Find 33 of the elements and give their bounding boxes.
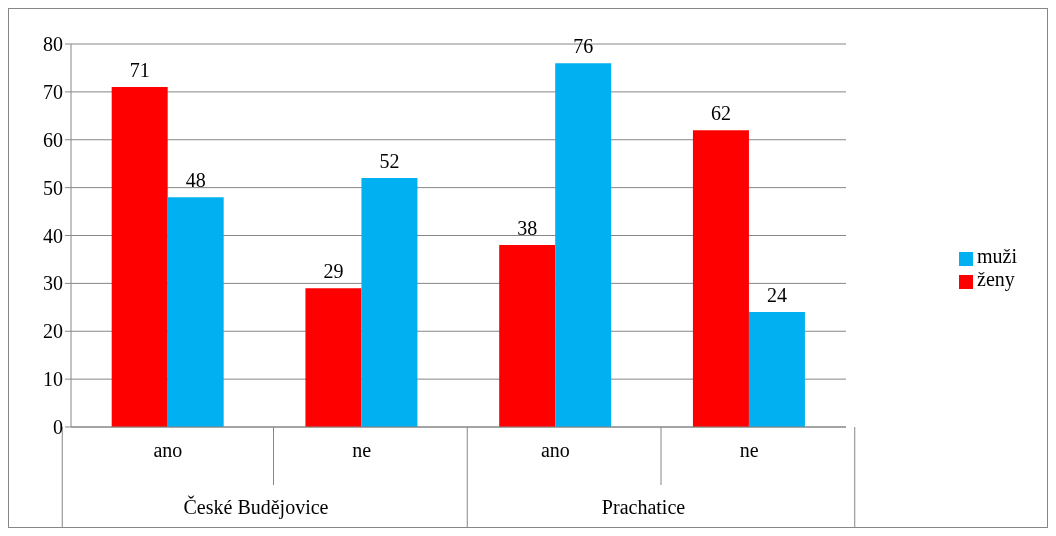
bar bbox=[305, 288, 362, 427]
text: Prachatice bbox=[601, 496, 686, 518]
y-tick-label: 40 bbox=[43, 224, 63, 247]
data-label: 38 bbox=[517, 217, 538, 240]
y-tick-label: 0 bbox=[53, 416, 63, 439]
data-label: 29 bbox=[323, 260, 344, 283]
y-tick-label: 50 bbox=[43, 176, 63, 199]
bar bbox=[692, 130, 749, 427]
y-tick-label: 10 bbox=[43, 368, 63, 391]
legend-label: ženy bbox=[977, 268, 1015, 290]
x-tick-label: ano bbox=[540, 439, 570, 461]
data-label: 71 bbox=[129, 59, 150, 82]
bar bbox=[111, 87, 168, 427]
data-label: 76 bbox=[573, 35, 594, 58]
y-tick-label: 60 bbox=[43, 128, 63, 151]
bar bbox=[499, 245, 556, 427]
legend-label: muži bbox=[977, 245, 1017, 267]
bar bbox=[167, 197, 224, 427]
data-label: 62 bbox=[710, 102, 731, 125]
bar bbox=[555, 63, 612, 427]
text: České Budějovice bbox=[183, 495, 329, 519]
y-tick-label: 70 bbox=[43, 80, 63, 103]
x-tick-label: ano bbox=[153, 439, 183, 461]
data-label: 24 bbox=[766, 284, 787, 307]
data-label: 48 bbox=[185, 169, 206, 192]
bar bbox=[748, 312, 805, 427]
data-label: 52 bbox=[379, 150, 400, 173]
y-tick-label: 30 bbox=[43, 272, 63, 295]
x-tick-label: ne bbox=[739, 439, 759, 461]
x-tick-label: ne bbox=[352, 439, 372, 461]
bar bbox=[361, 178, 418, 427]
y-tick-label: 20 bbox=[43, 320, 63, 343]
y-tick-label: 80 bbox=[43, 33, 63, 56]
